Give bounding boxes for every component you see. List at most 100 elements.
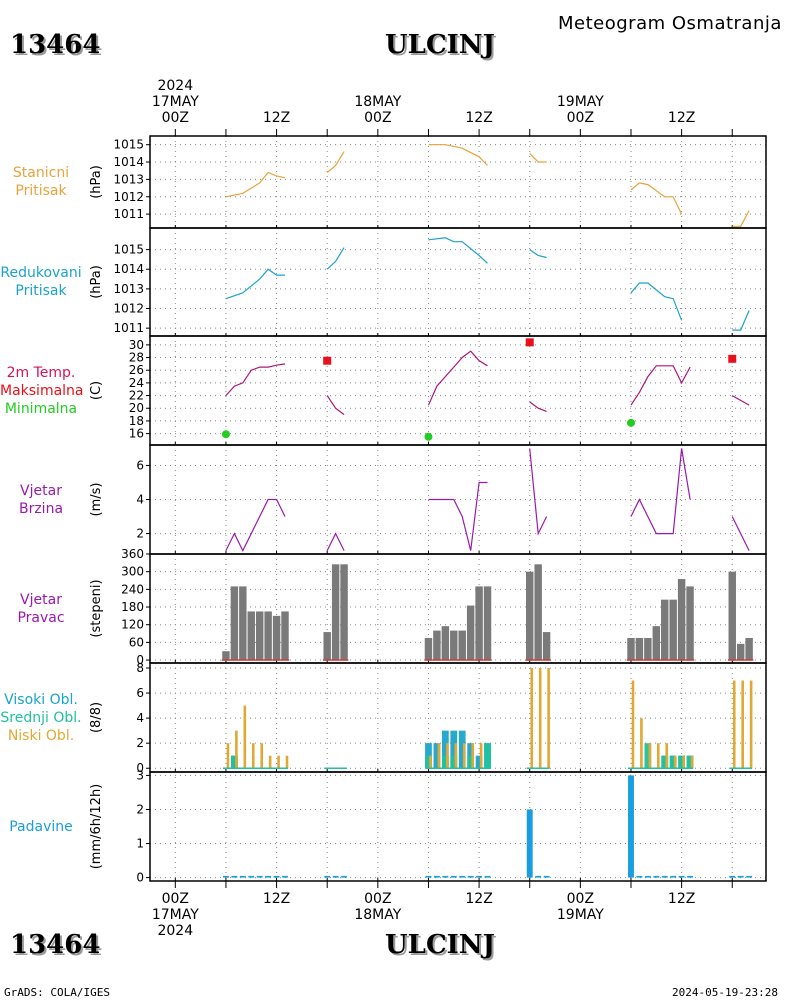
direction-bar bbox=[745, 637, 753, 661]
precip-bar bbox=[467, 875, 474, 878]
precip-bar bbox=[670, 875, 677, 878]
cloud-bar-low bbox=[429, 755, 432, 769]
footer-timestamp: 2024-05-19-23:28 bbox=[672, 986, 778, 999]
direction-bar bbox=[542, 632, 551, 661]
cloud-bar-low bbox=[673, 755, 677, 769]
cloud-bar-low bbox=[657, 743, 660, 769]
time-label-line: 12Z bbox=[262, 891, 291, 907]
y-tick-label: 1014 bbox=[113, 262, 144, 276]
time-label-line: 00Z bbox=[364, 891, 392, 907]
cloud-bar-low bbox=[462, 743, 466, 769]
y-tick-label: 120 bbox=[121, 618, 144, 632]
panel-label-reduced_pressure: Redukovani Pritisak bbox=[0, 264, 82, 300]
cloud-bar-mid bbox=[441, 755, 449, 769]
panel-label-line: Vjetar bbox=[20, 591, 62, 608]
panel-frame bbox=[149, 227, 767, 337]
y-tick-label: 1013 bbox=[113, 172, 144, 186]
direction-bar bbox=[534, 564, 542, 661]
series-line-reduced_pressure bbox=[630, 282, 683, 321]
cloud-bar-mid bbox=[678, 755, 685, 769]
max-temp-marker bbox=[525, 338, 534, 347]
cloud-bar-mid bbox=[450, 755, 458, 769]
precip-bar bbox=[256, 875, 263, 878]
precip-bar bbox=[341, 875, 348, 878]
y-tick-label: 0 bbox=[136, 871, 144, 885]
time-label-line: 00Z bbox=[566, 110, 595, 126]
panel-label-line: Pritisak bbox=[15, 283, 67, 299]
direction-bar bbox=[239, 586, 247, 661]
cloud-bar-high bbox=[450, 730, 458, 769]
station-name-bottom: ULCINJ bbox=[385, 930, 495, 960]
cloud-bar-low bbox=[749, 680, 753, 769]
direction-bar bbox=[424, 637, 433, 661]
time-label-line: 00Z bbox=[161, 891, 190, 907]
precip-bar bbox=[231, 875, 238, 878]
cloud-bar-mid bbox=[231, 755, 238, 769]
y-tick-label: 1014 bbox=[113, 155, 144, 169]
direction-bar bbox=[466, 605, 475, 661]
precip-bar bbox=[661, 875, 668, 878]
y-tick-label: 2 bbox=[136, 736, 144, 750]
panel-label-line: Stanicni bbox=[12, 165, 70, 181]
min-temp-marker bbox=[221, 430, 230, 439]
series-line-reduced_pressure bbox=[529, 249, 547, 259]
cloud-bar-low bbox=[446, 743, 449, 769]
panel-label-line: Srednji Obl. bbox=[0, 709, 82, 726]
direction-bar bbox=[736, 643, 745, 661]
bottom-time-label: 12Z bbox=[449, 891, 509, 939]
precip-bar bbox=[324, 875, 331, 878]
unit-label: (m/s) bbox=[89, 483, 104, 517]
panel-frame bbox=[149, 135, 767, 229]
max-temp-marker bbox=[323, 356, 332, 365]
precip-bar bbox=[282, 875, 288, 878]
top-time-label: 2024 17MAY 00Z bbox=[145, 78, 205, 126]
cloud-bar-low bbox=[277, 755, 280, 769]
precip-bar bbox=[484, 875, 491, 878]
series-line-reduced_pressure bbox=[732, 310, 750, 331]
bottom-time-label: 12Z bbox=[247, 891, 307, 939]
panel-label-line: Redukovani bbox=[0, 265, 82, 281]
precip-bar bbox=[450, 875, 457, 878]
direction-bar bbox=[281, 611, 289, 661]
series-line-wind_speed bbox=[428, 481, 488, 551]
bottom-time-label: 00Z 17MAY 2024 bbox=[145, 891, 205, 939]
max-temp-marker bbox=[728, 354, 737, 363]
panel-label-line: Maksimalna bbox=[0, 382, 84, 399]
y-tick-label: 1013 bbox=[113, 282, 144, 296]
time-label-line: 12Z bbox=[465, 110, 493, 126]
y-tick-label: 60 bbox=[129, 635, 144, 649]
bottom-time-label: 00Z 18MAY bbox=[348, 891, 408, 939]
cloud-bar-low bbox=[690, 755, 694, 769]
precip-bar bbox=[628, 775, 634, 878]
precip-bar bbox=[222, 875, 229, 878]
series-line-temperature bbox=[427, 350, 488, 406]
y-tick-label: 18 bbox=[129, 414, 144, 428]
series-line-reduced_pressure bbox=[428, 237, 488, 264]
series-line-station_pressure bbox=[326, 151, 345, 173]
cloud-bar-high bbox=[433, 743, 441, 769]
y-tick-label: 4 bbox=[136, 493, 144, 507]
y-tick-label: 300 bbox=[121, 565, 144, 579]
meteogram-subtitle: Meteogram Osmatranja bbox=[558, 13, 782, 34]
y-tick-label: 1011 bbox=[113, 321, 144, 335]
series-line-wind_speed bbox=[326, 532, 345, 551]
y-tick-label: 1015 bbox=[113, 243, 144, 257]
y-tick-label: 2 bbox=[136, 527, 144, 541]
y-tick-label: 1011 bbox=[113, 207, 144, 221]
y-tick-label: 20 bbox=[129, 401, 144, 415]
precip-bar bbox=[636, 875, 643, 878]
precip-bar bbox=[273, 875, 280, 878]
cloud-bar-low bbox=[640, 718, 643, 769]
precip-bar bbox=[476, 875, 483, 878]
y-tick-label: 16 bbox=[129, 427, 144, 441]
cloud-bar-low bbox=[268, 755, 272, 769]
unit-label: (hPa) bbox=[89, 165, 104, 199]
direction-bar bbox=[483, 586, 492, 661]
series-line-temperature bbox=[225, 363, 286, 397]
y-tick-label: 24 bbox=[129, 376, 144, 390]
cloud-bar-low bbox=[530, 668, 534, 769]
series-line-temperature bbox=[529, 401, 547, 412]
series-line-station_pressure bbox=[529, 152, 547, 163]
y-tick-label: 4 bbox=[136, 711, 144, 725]
